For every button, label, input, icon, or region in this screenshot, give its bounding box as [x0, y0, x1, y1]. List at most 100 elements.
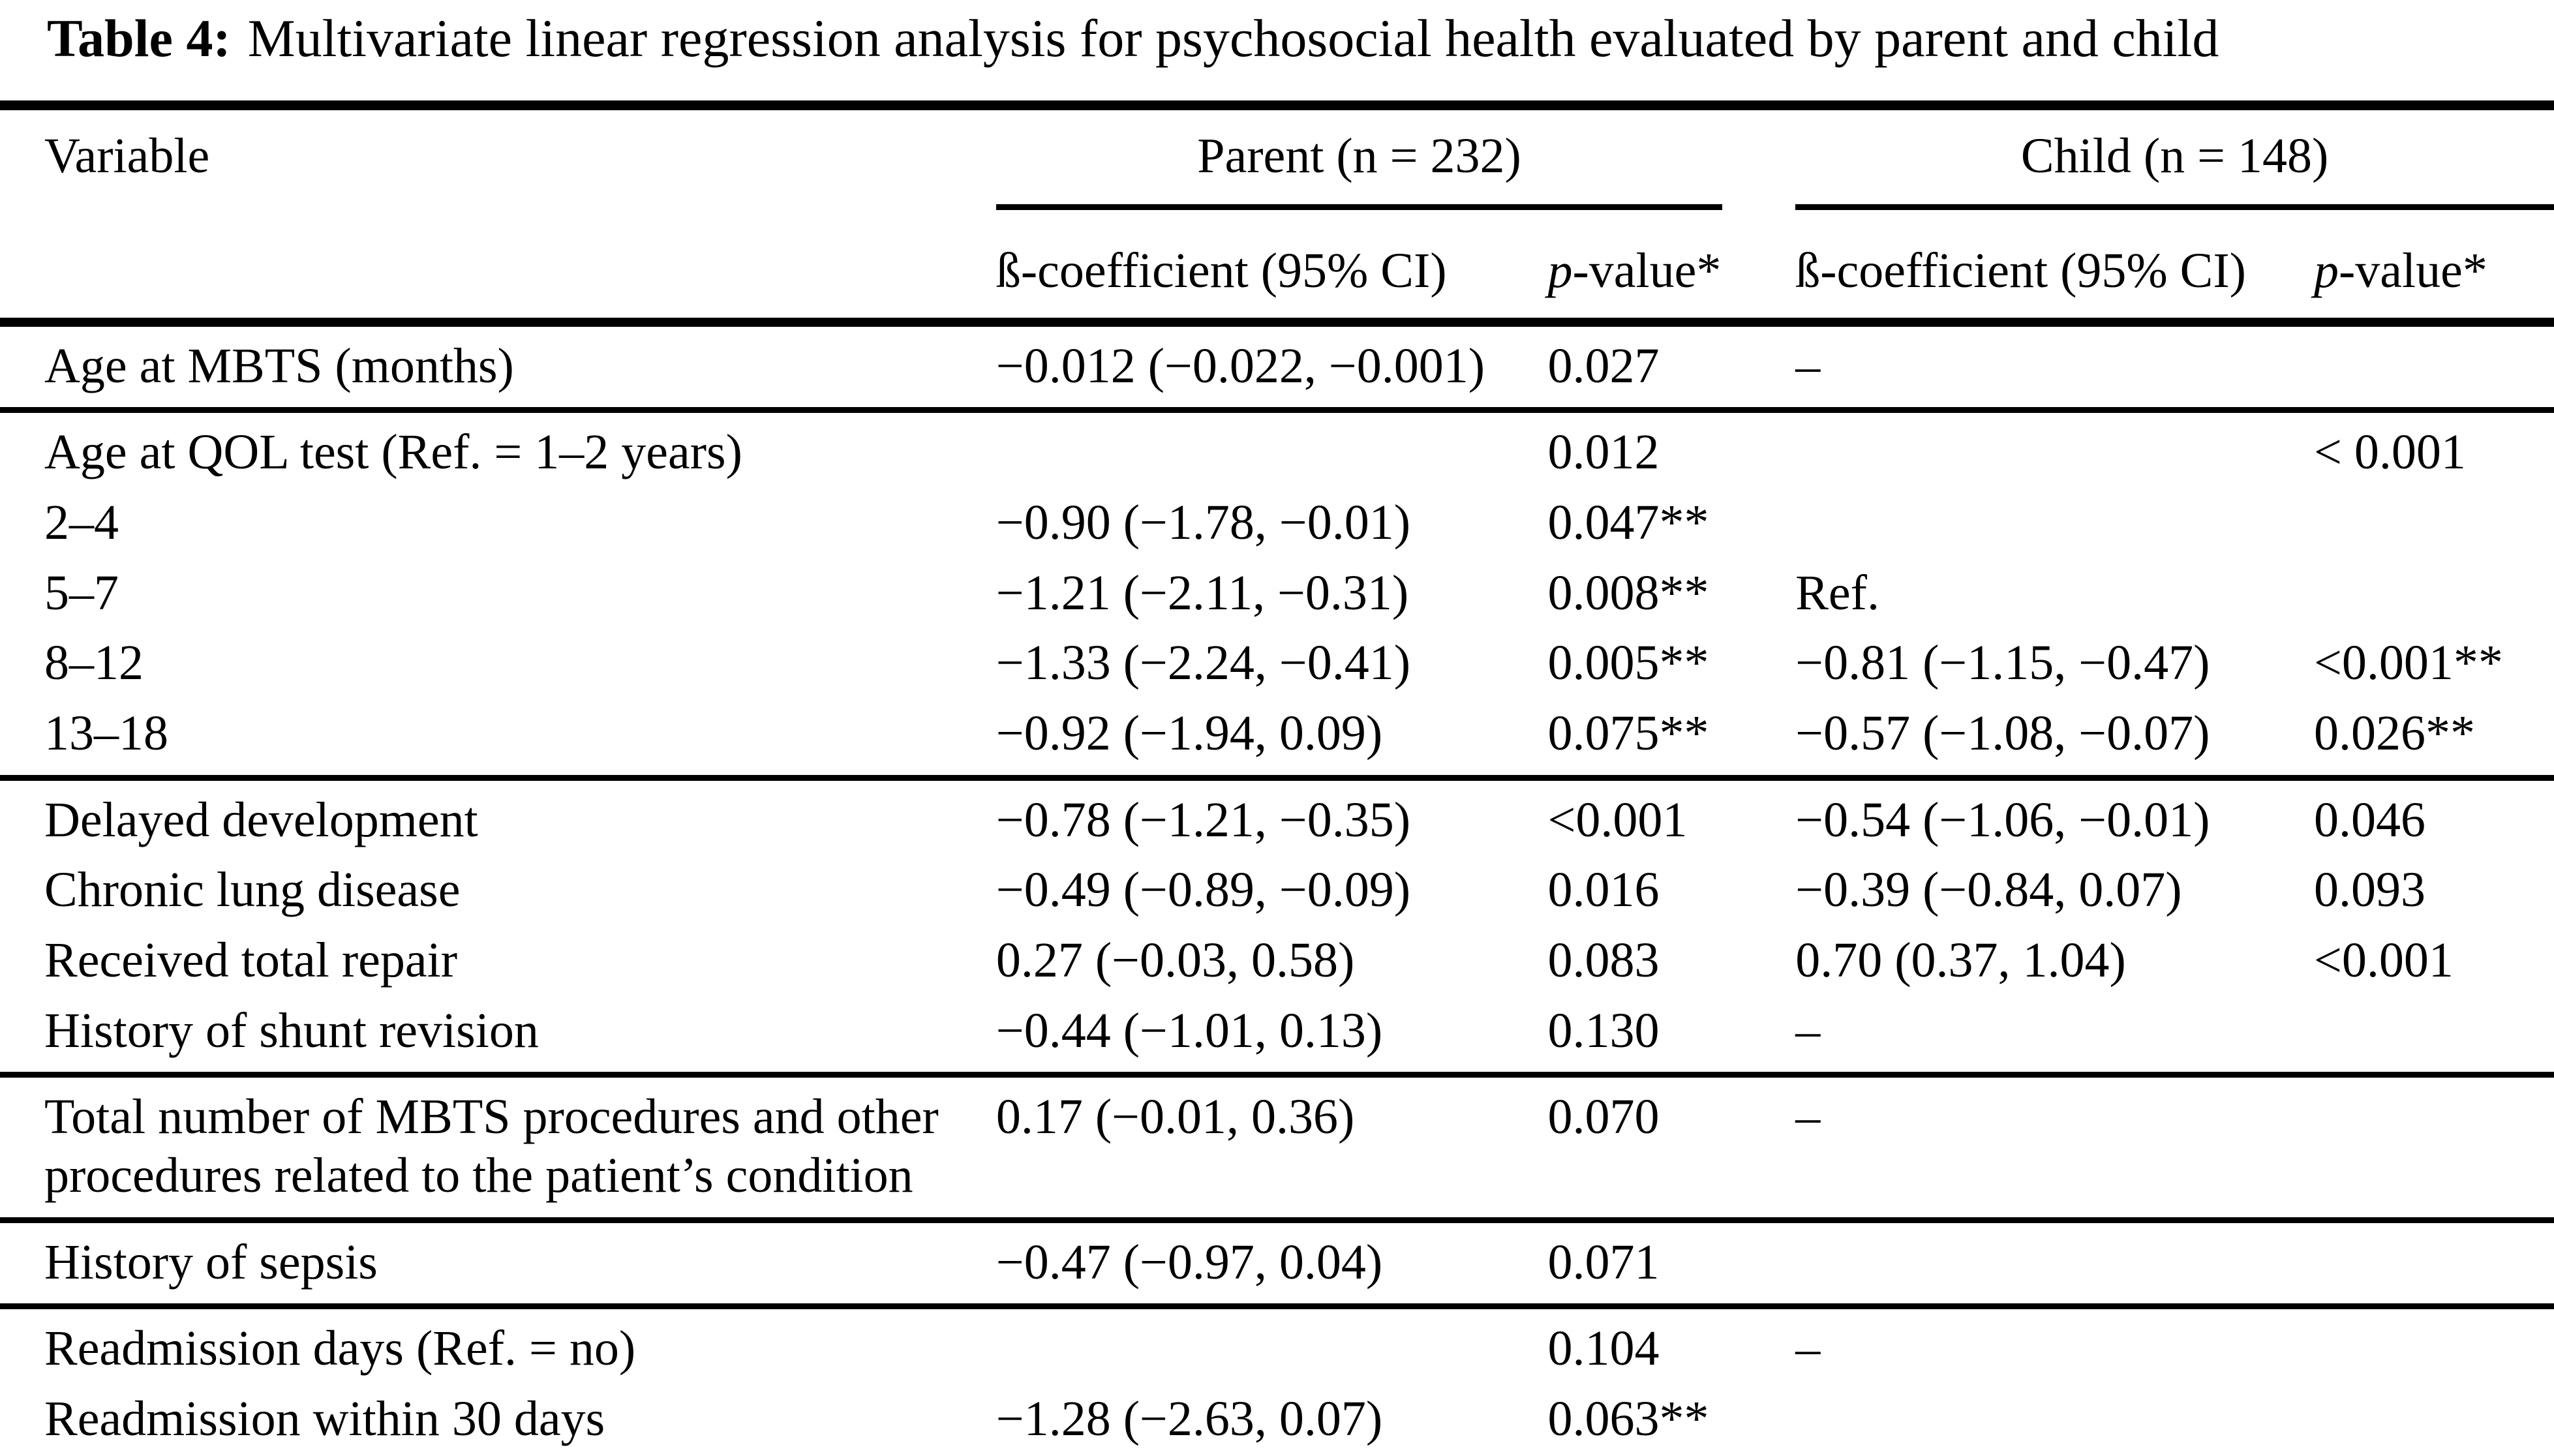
- value-cell: < 0.001: [2313, 425, 2466, 480]
- value-cell: –: [1795, 1003, 1821, 1058]
- value-cell: 0.093: [2313, 862, 2425, 918]
- group-header-child-label: Child (n = 148): [1795, 127, 2554, 211]
- table-row: History of shunt revision −0.44 (−1.01, 0…: [0, 996, 2554, 1075]
- value-cell: 0.016: [1547, 862, 1660, 918]
- value-cell: [996, 1307, 1548, 1384]
- table-row: Total number of MBTS procedures and othe…: [0, 1075, 2554, 1220]
- value-cell: [2314, 1384, 2554, 1455]
- column-header-parent-pvalue: p-value*: [1547, 243, 1722, 299]
- value-cell: −0.47 (−0.97, 0.04): [996, 1234, 1383, 1290]
- value-cell: [2314, 558, 2554, 629]
- value-cell: Ref.: [1795, 565, 1879, 620]
- table-row: Delayed development −0.78 (−1.21, −0.35) <…: [0, 778, 2554, 855]
- value-cell: [2314, 1075, 2554, 1220]
- table-row: Age at QOL test (Ref. = 1–2 years) 0.012 <…: [0, 410, 2554, 488]
- variable-cell: Delayed development: [44, 792, 478, 847]
- value-cell: 0.070: [1547, 1089, 1660, 1145]
- group-header-child: Child (n = 148): [1795, 106, 2554, 216]
- value-cell: 0.063**: [1547, 1391, 1709, 1447]
- value-cell: −0.39 (−0.84, 0.07): [1795, 862, 2182, 918]
- value-cell: <0.001: [2313, 933, 2454, 988]
- value-cell: −0.78 (−1.21, −0.35): [996, 792, 1411, 847]
- value-cell: [2314, 322, 2554, 410]
- value-cell: 0.70 (0.37, 1.04): [1795, 933, 2126, 988]
- subheader-spacer: [0, 216, 996, 322]
- value-cell: [2314, 1307, 2554, 1384]
- value-cell: [2314, 488, 2554, 558]
- group-header-row: Variable Parent (n = 232) Child (n = 148…: [0, 106, 2554, 216]
- table-row: Readmission within 30 days −1.28 (−2.63, …: [0, 1384, 2554, 1455]
- variable-cell: Age at QOL test (Ref. = 1–2 years): [44, 425, 742, 480]
- variable-cell: Total number of MBTS procedures and othe…: [44, 1089, 939, 1204]
- table-row: History of sepsis −0.47 (−0.97, 0.04) 0.07…: [0, 1220, 2554, 1307]
- table-row: Readmission days (Ref. = no) 0.104 –: [0, 1307, 2554, 1384]
- value-cell: −0.012 (−0.022, −0.001): [996, 338, 1485, 393]
- value-cell: 0.046: [2313, 792, 2425, 847]
- table-title: Table 4: Multivariate linear regression a…: [47, 8, 2219, 68]
- variable-cell: Age at MBTS (months): [44, 338, 514, 393]
- table-row: 8–12 −1.33 (−2.24, −0.41) 0.005** −0.81 (−1…: [0, 628, 2554, 699]
- value-cell: [2314, 996, 2554, 1075]
- value-cell: [2314, 1220, 2554, 1307]
- variable-cell: Received total repair: [44, 933, 458, 988]
- column-header-child-coefficient: ß-coefficient (95% CI): [1795, 243, 2246, 299]
- value-cell: −1.21 (−2.11, −0.31): [996, 565, 1409, 620]
- value-cell: 0.104: [1547, 1321, 1660, 1376]
- column-header-parent-coefficient: ß-coefficient (95% CI): [996, 243, 1447, 299]
- column-header-child-pvalue: p-value*: [2313, 243, 2487, 299]
- table-row: 5–7 −1.21 (−2.11, −0.31) 0.008** Ref.: [0, 558, 2554, 629]
- table-header: Variable Parent (n = 232) Child (n = 148…: [0, 106, 2554, 322]
- table-section: History of sepsis −0.47 (−0.97, 0.04) 0.07…: [0, 1220, 2554, 1307]
- table-section: Age at MBTS (months) −0.012 (−0.022, −0.0…: [0, 322, 2554, 410]
- value-cell: –: [1795, 1089, 1821, 1145]
- group-header-parent-label: Parent (n = 232): [996, 127, 1723, 211]
- variable-cell: 13–18: [44, 706, 168, 761]
- value-cell: 0.012: [1547, 425, 1660, 480]
- value-cell: 0.008**: [1547, 565, 1709, 620]
- table-row: 2–4 −0.90 (−1.78, −0.01) 0.047**: [0, 488, 2554, 558]
- column-header-variable: Variable: [44, 129, 210, 184]
- value-cell: −0.81 (−1.15, −0.47): [1795, 635, 2210, 691]
- value-cell: −0.44 (−1.01, 0.13): [996, 1003, 1383, 1058]
- variable-cell: History of shunt revision: [44, 1003, 539, 1058]
- value-cell: [1795, 1384, 2314, 1455]
- value-cell: 0.027: [1547, 338, 1660, 393]
- value-cell: –: [1795, 338, 1821, 393]
- table-row: Chronic lung disease −0.49 (−0.89, −0.09)…: [0, 855, 2554, 926]
- value-cell: [996, 410, 1548, 488]
- value-cell: [1795, 1220, 2314, 1307]
- variable-cell: Chronic lung disease: [44, 862, 461, 918]
- value-cell: [1795, 410, 2314, 488]
- subheader-row: ß-coefficient (95% CI) p-value* ß-coeffi…: [0, 216, 2554, 322]
- variable-cell: 2–4: [44, 495, 119, 551]
- regression-table: Variable Parent (n = 232) Child (n = 148…: [0, 100, 2554, 1456]
- table-section: Total number of MBTS procedures and othe…: [0, 1074, 2554, 1220]
- table-row: Received total repair 0.27 (−0.03, 0.58) 0…: [0, 926, 2554, 996]
- table-section: Readmission days (Ref. = no) 0.104– Readmi…: [0, 1306, 2554, 1456]
- value-cell: −0.54 (−1.06, −0.01): [1795, 792, 2210, 847]
- value-cell: 0.075**: [1547, 706, 1709, 761]
- variable-cell: History of sepsis: [44, 1234, 378, 1290]
- value-cell: −0.90 (−1.78, −0.01): [996, 495, 1411, 551]
- value-cell: 0.130: [1547, 1003, 1660, 1058]
- group-header-parent: Parent (n = 232): [996, 106, 1795, 216]
- value-cell: −0.57 (−1.08, −0.07): [1795, 706, 2210, 761]
- variable-cell: 8–12: [44, 635, 144, 691]
- table-section: Delayed development −0.78 (−1.21, −0.35) <…: [0, 778, 2554, 1075]
- value-cell: 0.005**: [1547, 635, 1709, 691]
- variable-cell: Readmission within 30 days: [44, 1391, 605, 1447]
- value-cell: 0.17 (−0.01, 0.36): [996, 1089, 1355, 1145]
- value-cell: −0.92 (−1.94, 0.09): [996, 706, 1383, 761]
- value-cell: 0.27 (−0.03, 0.58): [996, 933, 1355, 988]
- variable-cell: Readmission days (Ref. = no): [44, 1321, 636, 1376]
- table-row: 13–18 −0.92 (−1.94, 0.09) 0.075** −0.57 (−1…: [0, 699, 2554, 778]
- table-section: Age at QOL test (Ref. = 1–2 years) 0.012 <…: [0, 410, 2554, 778]
- value-cell: −1.33 (−2.24, −0.41): [996, 635, 1411, 691]
- value-cell: −1.28 (−2.63, 0.07): [996, 1391, 1383, 1447]
- value-cell: 0.026**: [2313, 706, 2475, 761]
- value-cell: 0.071: [1547, 1234, 1660, 1290]
- value-cell: [1795, 488, 2314, 558]
- value-cell: −0.49 (−0.89, −0.09): [996, 862, 1411, 918]
- value-cell: 0.047**: [1547, 495, 1709, 551]
